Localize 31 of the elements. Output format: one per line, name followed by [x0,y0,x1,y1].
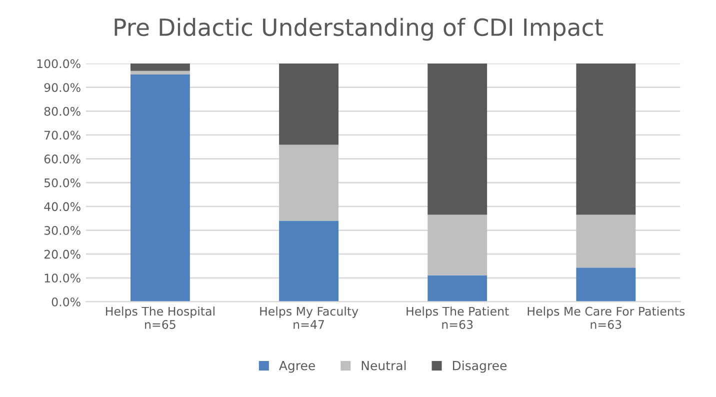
y-tick-label: 100.0% [37,59,80,68]
bar [130,74,190,302]
bar [279,220,338,302]
bar [428,275,488,302]
x-tick-label: Helps My Faculty n=47 [260,306,358,329]
y-tick-label: 70.0% [44,130,80,140]
y-tick-label: 40.0% [44,202,80,212]
y-tick-label: 50.0% [44,178,80,188]
y-tick-label: 20.0% [44,250,80,259]
bar [576,64,636,215]
bar [428,64,488,215]
y-tick-label: 90.0% [44,83,80,92]
legend-label: Disagree [452,360,507,373]
bar [576,268,636,302]
bar [428,214,488,276]
x-tick-label: Helps The Hospital n=65 [106,306,214,329]
chart-title: Pre Didactic Understanding of CDI Impact [114,18,603,41]
bar [130,70,190,74]
bar [130,64,190,71]
y-tick-label: 10.0% [44,274,80,283]
legend-label: Neutral [362,360,406,370]
bar [279,144,338,221]
y-tick-label: 60.0% [44,154,80,164]
y-tick-label: 80.0% [44,106,80,116]
bar [576,214,636,268]
legend-label: Agree [279,360,315,373]
y-tick-label: 30.0% [44,226,80,235]
x-tick-label: Helps The Patient n=63 [406,306,509,329]
x-tick-label: Helps Me Care For Patients n=63 [528,306,685,329]
y-tick-label: 0.0% [52,297,80,306]
bar [279,64,338,145]
